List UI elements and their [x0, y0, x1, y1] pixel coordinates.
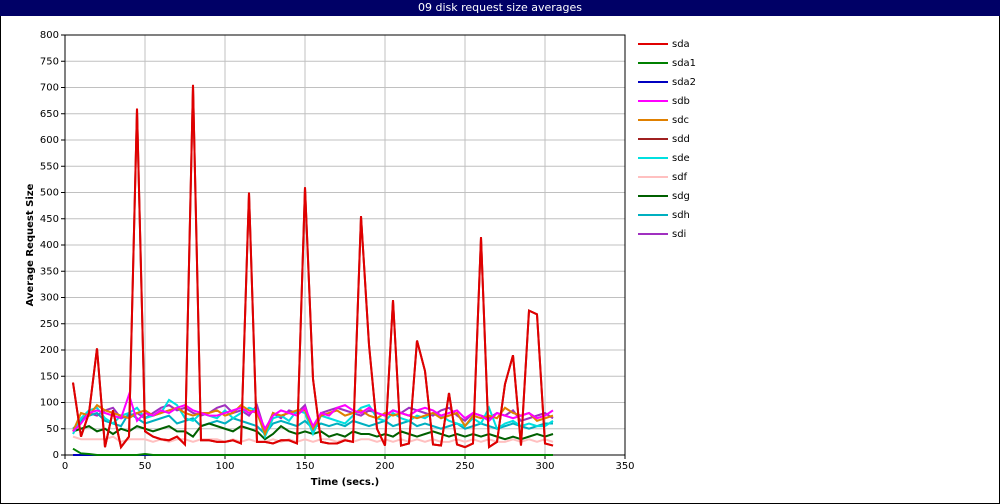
legend-label: sdc	[672, 115, 689, 126]
y-tick-label: 500	[40, 188, 59, 199]
x-tick-label: 200	[375, 461, 394, 472]
legend-label: sdi	[672, 229, 686, 240]
legend-label: sda1	[672, 58, 696, 69]
x-tick-label: 250	[455, 461, 474, 472]
x-tick-label: 0	[62, 461, 68, 472]
y-tick-label: 150	[40, 371, 59, 382]
x-axis-label: Time (secs.)	[311, 477, 380, 488]
y-tick-label: 700	[40, 83, 59, 94]
legend-label: sdb	[672, 96, 690, 107]
y-axis-label: Average Request Size	[25, 183, 36, 306]
y-tick-label: 250	[40, 319, 59, 330]
y-tick-label: 400	[40, 240, 59, 251]
y-tick-label: 600	[40, 135, 59, 146]
y-tick-label: 550	[40, 161, 59, 172]
y-tick-label: 50	[46, 424, 59, 435]
x-tick-label: 100	[215, 461, 234, 472]
y-tick-label: 200	[40, 345, 59, 356]
y-tick-label: 350	[40, 266, 59, 277]
y-tick-label: 0	[53, 450, 59, 461]
title-bar	[0, 0, 1000, 16]
y-tick-label: 100	[40, 398, 59, 409]
y-tick-label: 450	[40, 214, 59, 225]
series-line	[72, 84, 554, 450]
legend-label: sda2	[672, 77, 696, 88]
y-tick-label: 300	[40, 293, 59, 304]
series-line	[72, 391, 554, 433]
legend-label: sdf	[672, 172, 688, 183]
legend-label: sdd	[672, 134, 690, 145]
y-tick-label: 800	[40, 30, 59, 41]
x-tick-label: 50	[139, 461, 152, 472]
chart-title: 09 disk request size averages	[418, 1, 582, 14]
legend-label: sdh	[672, 210, 690, 221]
series-line	[72, 447, 553, 456]
x-tick-label: 350	[615, 461, 634, 472]
x-tick-label: 300	[535, 461, 554, 472]
legend-label: sdg	[672, 191, 690, 202]
x-tick-label: 150	[295, 461, 314, 472]
legend-label: sde	[672, 153, 690, 164]
y-tick-label: 750	[40, 56, 59, 67]
y-tick-label: 650	[40, 109, 59, 120]
legend-label: sda	[672, 39, 690, 50]
